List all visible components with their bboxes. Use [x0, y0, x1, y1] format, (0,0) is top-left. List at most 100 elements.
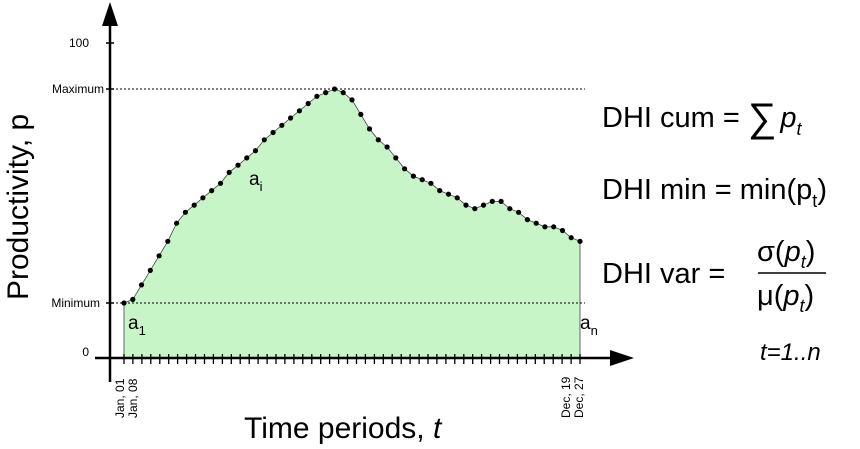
data-point: [410, 173, 416, 179]
data-point: [174, 220, 180, 226]
data-point: [217, 180, 224, 186]
x-ticks: [123, 354, 581, 364]
data-point: [428, 180, 434, 186]
data-point: [226, 169, 232, 175]
data-point: [384, 144, 390, 150]
data-point: [121, 300, 127, 306]
data-point: [279, 122, 285, 128]
formula-cum-lhs: DHI cum =: [602, 102, 748, 134]
data-point: [480, 202, 487, 208]
data-point: [437, 188, 443, 194]
annotation-a1-sub: 1: [139, 323, 146, 338]
annotation-an-base: a: [580, 313, 591, 334]
data-point: [130, 296, 136, 302]
annotation-ai: ai: [249, 169, 263, 194]
annotation-an-sub: n: [591, 323, 598, 338]
data-point: [270, 129, 276, 136]
x-tick-label-dec-27: Dec, 27: [572, 376, 586, 418]
data-point: [252, 148, 259, 154]
data-point: [551, 224, 557, 230]
data-point: [331, 86, 338, 92]
data-point: [288, 115, 294, 121]
x-tick-label-jan-08: Jan, 08: [126, 378, 140, 418]
data-point: [138, 282, 145, 288]
formula-var-denominator: μ(pt): [757, 280, 814, 316]
formula-var-num-sub: t: [801, 252, 807, 272]
formula-dhi-var-lhs: DHI var =: [602, 258, 725, 290]
data-point: [200, 195, 206, 201]
x-axis-title: Time periods, t: [244, 412, 443, 445]
formula-var-den-close: ): [805, 280, 815, 312]
formula-min-lhs: DHI min = min(p: [602, 174, 812, 206]
data-point: [375, 137, 381, 143]
data-point: [568, 235, 574, 241]
formula-var-num-var: p: [784, 236, 801, 268]
y-axis-title: Productivity, p: [2, 114, 35, 300]
data-point: [577, 238, 583, 244]
data-point: [349, 97, 355, 103]
data-point: [559, 227, 566, 234]
formula-cum-var: p: [779, 102, 796, 134]
area-fill: [123, 88, 581, 359]
data-point: [182, 209, 188, 215]
y-tick-label-0: 0: [82, 345, 89, 359]
data-point: [296, 108, 302, 114]
formula-range: t=1..n: [760, 339, 821, 366]
data-point: [366, 126, 373, 132]
x-tick-label-dec-19: Dec, 19: [559, 376, 573, 418]
data-point: [445, 191, 452, 197]
data-point: [261, 137, 267, 143]
data-point: [489, 198, 495, 204]
data-point: [507, 206, 513, 212]
data-point: [147, 267, 153, 273]
formula-var-num-open: σ(: [757, 236, 785, 268]
data-point: [472, 206, 478, 212]
data-point: [358, 111, 364, 117]
x-tick-label-jan-01: Jan, 01: [113, 378, 127, 418]
formula-min-sub: t: [812, 191, 817, 211]
data-points: [121, 86, 583, 306]
annotation-ai-sub: i: [260, 179, 263, 194]
x-axis-arrow: [610, 350, 634, 366]
data-point: [454, 195, 460, 201]
data-point: [165, 238, 171, 244]
formula-sum-symbol: ∑: [748, 96, 777, 140]
formula-var-den-sub: t: [800, 296, 806, 316]
data-point: [314, 93, 320, 99]
y-tick-label-100: 100: [69, 36, 89, 50]
data-point: [419, 177, 425, 183]
data-point: [305, 100, 311, 107]
data-point: [393, 155, 399, 161]
data-point: [340, 90, 346, 96]
formula-var-den-var: p: [782, 280, 799, 312]
y-tick-label-minimum: Minimum: [51, 296, 100, 310]
formula-dhi-cum: DHI cum = ∑ pt: [602, 96, 803, 140]
data-point: [516, 209, 522, 215]
x-axis-title-var: t: [433, 412, 443, 445]
data-point: [463, 202, 469, 208]
formula-min-close: ): [817, 174, 827, 206]
annotation-a1: a1: [128, 313, 146, 338]
data-point: [209, 188, 215, 194]
formula-var-num-close: ): [806, 236, 816, 268]
annotation-a1-base: a: [128, 313, 139, 334]
y-axis-arrow: [102, 2, 118, 26]
data-point: [402, 166, 408, 172]
x-axis-title-main: Time periods,: [244, 412, 433, 445]
annotation-ai-base: a: [249, 169, 260, 190]
data-point: [498, 198, 504, 204]
data-point: [156, 253, 162, 259]
formula-dhi-min: DHI min = min(pt): [602, 174, 827, 211]
formula-cum-sub: t: [797, 119, 803, 139]
annotation-an: an: [580, 313, 598, 338]
formula-var-numerator: σ(pt): [757, 236, 815, 272]
data-point: [191, 202, 197, 208]
data-point: [235, 162, 241, 168]
data-point: [244, 155, 250, 161]
data-point: [524, 217, 531, 223]
data-point: [323, 90, 329, 96]
formula-var-den-open: μ(: [757, 280, 784, 312]
data-point: [533, 220, 539, 226]
y-tick-label-maximum: Maximum: [52, 82, 104, 96]
